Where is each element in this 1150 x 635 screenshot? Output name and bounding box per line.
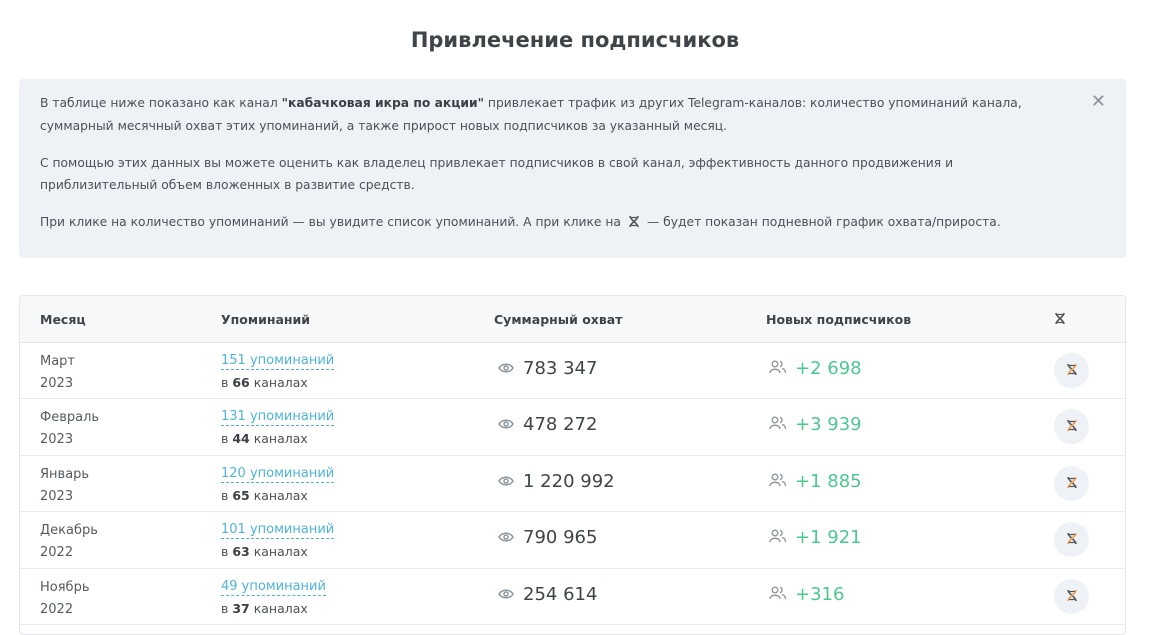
eye-icon	[498, 584, 514, 605]
table-row: Декабрь 2022 101 упоминаний в 63 каналах…	[20, 512, 1125, 569]
table-row: Ноябрь 2022 49 упоминаний в 37 каналах 2…	[20, 569, 1125, 625]
channels-count: в 63 каналах	[221, 544, 308, 560]
users-icon	[769, 358, 787, 379]
header-month: Месяц	[40, 311, 86, 327]
month-cell: Февраль 2023	[40, 407, 99, 451]
mentions-cell: 120 упоминаний в 65 каналах	[221, 463, 335, 507]
mentions-link[interactable]: 120 упоминаний	[221, 465, 335, 483]
reach-value: 783 347	[523, 358, 598, 379]
subscribers-value: +1 921	[795, 527, 862, 549]
info-paragraph-1: В таблице ниже показано как канал "кабач…	[40, 96, 1022, 133]
users-icon	[769, 527, 787, 548]
table-row: Февраль 2023 131 упоминаний в 44 каналах…	[20, 399, 1125, 456]
table-body: Март 2023 151 упоминаний в 66 каналах 78…	[20, 343, 1125, 625]
info-paragraph-2: С помощью этих данных вы можете оценить …	[40, 155, 954, 193]
page-title: Привлечение подписчиков	[410, 28, 740, 52]
eye-icon	[498, 471, 514, 492]
dna-icon	[1066, 587, 1077, 606]
header-reach: Суммарный охват	[494, 311, 623, 327]
eye-icon	[498, 358, 514, 379]
channels-count: в 37 каналах	[221, 600, 308, 616]
daily-chart-button[interactable]	[1054, 465, 1089, 501]
mentions-link[interactable]: 151 упоминаний	[221, 353, 335, 370]
subscribers-value: +2 698	[795, 358, 862, 379]
reach-cell: 478 272	[498, 414, 597, 435]
dna-icon	[1066, 530, 1077, 549]
channel-name: "кабачковая икра по акции"	[281, 96, 484, 110]
reach-cell: 254 614	[498, 584, 597, 605]
table-header: Месяц Упоминаний Суммарный охват Новых п…	[20, 296, 1125, 343]
month-year: 2023	[40, 432, 74, 448]
eye-icon	[498, 527, 514, 548]
channels-count: в 44 каналах	[221, 431, 308, 447]
mentions-cell: 101 упоминаний в 63 каналах	[221, 519, 335, 563]
month-name: Ноябрь	[40, 579, 90, 595]
month-year: 2022	[40, 601, 74, 617]
channels-count: в 65 каналах	[221, 487, 308, 503]
month-name: Январь	[40, 466, 90, 482]
info-paragraph-3: При клике на количество упоминаний — вы …	[40, 211, 1050, 236]
month-name: Февраль	[40, 410, 100, 426]
dna-icon	[1066, 474, 1077, 493]
info-box: ✕ В таблице ниже показано как канал "каб…	[19, 79, 1126, 258]
subscribers-cell: +3 939	[769, 414, 862, 435]
month-cell: Ноябрь 2022	[40, 577, 89, 621]
month-year: 2023	[40, 488, 74, 504]
daily-chart-button[interactable]	[1054, 409, 1089, 445]
subscribers-value: +1 885	[795, 470, 862, 492]
users-icon	[769, 471, 787, 492]
month-year: 2023	[40, 376, 74, 391]
subscribers-cell: +1 921	[769, 527, 862, 548]
month-year: 2022	[40, 545, 74, 561]
header-mentions: Упоминаний	[221, 311, 311, 327]
month-name: Декабрь	[40, 523, 98, 539]
header-subscribers: Новых подписчиков	[766, 311, 912, 327]
daily-chart-button[interactable]	[1054, 522, 1089, 558]
reach-value: 790 965	[523, 527, 598, 549]
month-name: Март	[40, 354, 76, 369]
channels-count: в 66 каналах	[221, 375, 308, 390]
subscribers-cell: +316	[769, 584, 844, 605]
dna-icon	[1055, 312, 1065, 328]
users-icon	[769, 584, 787, 605]
reach-value: 478 272	[523, 414, 598, 436]
table-row: Март 2023 151 упоминаний в 66 каналах 78…	[20, 343, 1125, 400]
mentions-link[interactable]: 131 упоминаний	[221, 409, 335, 427]
reach-value: 1 220 992	[523, 470, 615, 492]
mentions-cell: 49 упоминаний в 37 каналах	[221, 576, 326, 620]
eye-icon	[498, 414, 514, 435]
daily-chart-button[interactable]	[1054, 353, 1089, 388]
mentions-cell: 151 упоминаний в 66 каналах	[221, 350, 335, 394]
reach-cell: 790 965	[498, 527, 597, 548]
daily-chart-button[interactable]	[1054, 578, 1089, 614]
close-icon[interactable]: ✕	[1090, 91, 1106, 112]
mentions-link[interactable]: 49 упоминаний	[221, 578, 326, 596]
subscribers-table: Месяц Упоминаний Суммарный охват Новых п…	[19, 295, 1126, 635]
dna-icon	[629, 213, 639, 236]
reach-cell: 783 347	[498, 358, 597, 379]
reach-value: 254 614	[523, 583, 598, 605]
dna-icon	[1066, 361, 1077, 380]
reach-cell: 1 220 992	[498, 471, 615, 492]
users-icon	[769, 414, 787, 435]
subscribers-value: +3 939	[795, 414, 862, 436]
month-cell: Декабрь 2022	[40, 520, 98, 564]
subscribers-cell: +2 698	[769, 358, 862, 379]
table-row: Январь 2023 120 упоминаний в 65 каналах …	[20, 456, 1125, 513]
subscribers-value: +316	[795, 583, 845, 605]
mentions-cell: 131 упоминаний в 44 каналах	[221, 406, 335, 450]
mentions-link[interactable]: 101 упоминаний	[221, 522, 335, 540]
dna-icon	[1066, 417, 1077, 436]
month-cell: Март 2023	[40, 351, 75, 395]
month-cell: Январь 2023	[40, 464, 89, 508]
subscribers-cell: +1 885	[769, 471, 862, 492]
